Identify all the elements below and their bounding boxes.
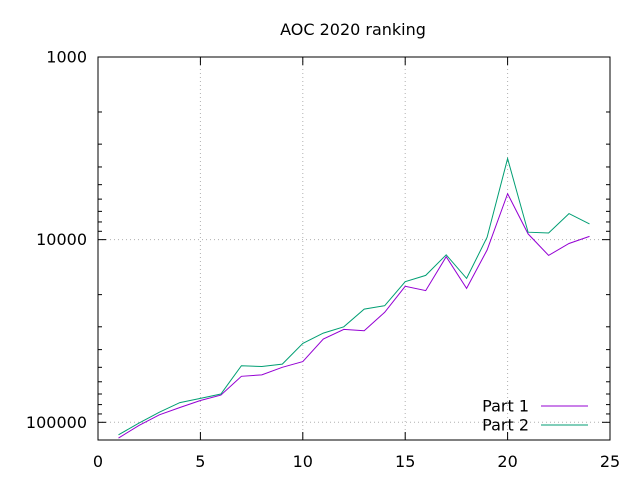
series-lines xyxy=(118,156,590,439)
chart-title: AOC 2020 ranking xyxy=(280,20,426,39)
axes: 0 5 10 15 20 25 1000 10000 100000 xyxy=(26,48,620,472)
x-tick-label: 5 xyxy=(195,452,205,471)
x-tick-label: 20 xyxy=(497,452,517,471)
y-tick-label: 1000 xyxy=(46,48,87,67)
y-tick-label: 10000 xyxy=(36,230,87,249)
series-line-1 xyxy=(118,192,590,439)
y-tick-label: 100000 xyxy=(26,413,87,432)
legend-label-1: Part 1 xyxy=(482,397,529,416)
series-line-2 xyxy=(118,156,590,436)
x-tick-label: 10 xyxy=(293,452,313,471)
plot-border xyxy=(97,56,611,441)
x-tick-label: 0 xyxy=(93,452,103,471)
grid-lines xyxy=(98,57,610,440)
x-tick-label: 25 xyxy=(600,452,620,471)
x-tick-label: 15 xyxy=(395,452,415,471)
legend-label-2: Part 2 xyxy=(482,416,529,435)
